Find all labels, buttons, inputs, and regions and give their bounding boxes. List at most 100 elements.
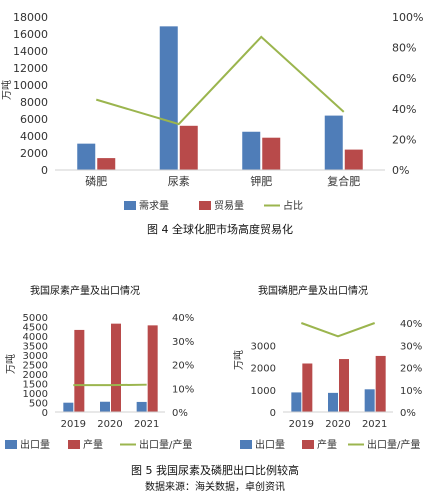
bar-产量	[339, 359, 349, 412]
x-tick-label: 2021	[134, 419, 159, 430]
bar-出口量	[328, 393, 338, 412]
y-tick-label: 4500	[23, 323, 48, 334]
bar-出口量	[365, 389, 375, 412]
x-tick-label: 2021	[362, 419, 387, 430]
y-axis-label: 万吨	[4, 354, 17, 374]
y2-tick-label: 10%	[172, 384, 194, 395]
y-tick-label: 3500	[23, 342, 48, 353]
legend-label-产量: 产量	[317, 438, 337, 451]
bar-需求量	[325, 116, 343, 170]
line-占比	[96, 37, 344, 124]
x-tick-label: 钾肥	[250, 174, 272, 188]
legend-label-占比: 占比	[283, 199, 303, 212]
legend-swatch-出口量	[5, 440, 17, 449]
legend-label-产量: 产量	[83, 438, 103, 451]
y-tick-label: 3000	[23, 351, 48, 362]
y-tick-label: 500	[29, 399, 48, 410]
figure4-caption: 图 4 全球化肥市场高度贸易化	[147, 222, 293, 236]
x-tick-label: 2020	[97, 419, 122, 430]
y-tick-label: 2000	[251, 364, 276, 375]
x-tick-label: 2019	[289, 419, 314, 430]
y-tick-label: 2000	[23, 370, 48, 381]
legend-label-出口量/产量: 出口量/产量	[367, 438, 420, 451]
y-axis-label: 万吨	[232, 350, 245, 370]
bar-出口量	[63, 403, 73, 412]
y2-tick-label: 20%	[172, 361, 194, 372]
bar-产量	[111, 324, 121, 412]
y2-tick-label: 30%	[172, 337, 194, 348]
x-tick-label: 2020	[325, 419, 350, 430]
y-tick-label: 1500	[23, 380, 48, 391]
y2-tick-label: 100%	[392, 11, 423, 24]
y2-tick-label: 40%	[172, 313, 194, 324]
legend-label-需求量: 需求量	[139, 200, 169, 212]
bar-贸易量	[180, 126, 198, 170]
legend-swatch-需求量	[124, 201, 136, 210]
y-tick-label: 4000	[23, 332, 48, 343]
bar-贸易量	[262, 138, 280, 170]
y-tick-label: 5000	[23, 313, 48, 324]
bar-产量	[148, 325, 158, 412]
y2-tick-label: 40%	[400, 319, 422, 330]
y-tick-label: 4000	[20, 130, 48, 143]
chart-title: 我国磷肥产量及出口情况	[258, 284, 368, 297]
y-tick-label: 0	[42, 408, 48, 419]
y-tick-label: 6000	[20, 113, 48, 126]
bar-需求量	[77, 144, 95, 170]
y-axis-label: 万吨	[0, 80, 13, 100]
y2-tick-label: 20%	[392, 133, 416, 146]
bar-出口量	[291, 392, 301, 412]
y-tick-label: 18000	[13, 11, 48, 24]
y-tick-label: 8000	[20, 96, 48, 109]
chart-global-fertilizer-trade: 0 2000 4000 6000 8000 10000 12000 14000 16000 180…	[0, 11, 423, 212]
y2-tick-label: 60%	[392, 72, 416, 85]
y-tick-label: 0	[270, 408, 276, 419]
y2-tick-label: 30%	[400, 341, 422, 352]
y-tick-label: 3000	[251, 341, 276, 352]
y-tick-label: 14000	[13, 45, 48, 58]
bar-产量	[376, 356, 386, 412]
x-tick-label: 复合肥	[327, 174, 360, 188]
x-tick-label: 2019	[61, 419, 86, 430]
y-tick-label: 10000	[13, 79, 48, 92]
y-tick-label: 2500	[23, 361, 48, 372]
bar-产量	[74, 330, 84, 412]
line-出口量/产量	[301, 323, 374, 336]
y2-tick-label: 10%	[400, 386, 422, 397]
chart-title: 我国尿素产量及出口情况	[30, 284, 140, 297]
legend-label-贸易量: 贸易量	[214, 200, 244, 212]
bar-贸易量	[97, 158, 115, 170]
chart-urea-production-export: 我国尿素产量及出口情况05001000150020002500300035004…	[4, 284, 194, 451]
y-tick-label: 0	[41, 164, 48, 177]
y2-tick-label: 0%	[172, 408, 188, 419]
figure5-caption: 图 5 我国尿素及磷肥出口比例较高	[131, 463, 299, 477]
y2-tick-label: 40%	[392, 103, 416, 116]
bar-产量	[302, 363, 312, 412]
legend-swatch-产量	[302, 440, 314, 449]
source-note: 数据来源：海关数据，卓创资讯	[145, 480, 285, 493]
bar-出口量	[100, 402, 110, 412]
y2-tick-label: 0%	[400, 408, 416, 419]
y-tick-label: 2000	[20, 147, 48, 160]
bar-需求量	[160, 26, 178, 170]
y-tick-label: 16000	[13, 28, 48, 41]
legend-swatch-产量	[68, 440, 80, 449]
bar-需求量	[242, 132, 260, 170]
y-tick-label: 12000	[13, 62, 48, 75]
y-tick-label: 1000	[251, 386, 276, 397]
y2-tick-label: 0%	[392, 164, 409, 177]
x-tick-label: 磷肥	[85, 175, 107, 188]
legend-label-出口量: 出口量	[20, 438, 50, 451]
legend-label-出口量/产量: 出口量/产量	[139, 438, 192, 451]
legend-swatch-出口量	[240, 440, 252, 449]
legend-label-出口量: 出口量	[255, 438, 285, 451]
y-tick-label: 1000	[23, 389, 48, 400]
legend-swatch-贸易量	[199, 201, 211, 210]
bar-贸易量	[345, 150, 363, 170]
bar-出口量	[137, 402, 147, 412]
y2-tick-label: 80%	[392, 42, 416, 55]
x-tick-label: 尿素	[168, 175, 190, 188]
chart-phosphate-production-export: 我国磷肥产量及出口情况 0 1000 2000 3000 0% 10% 20% 30% 40% 万吨…	[232, 284, 422, 451]
y2-tick-label: 20%	[400, 364, 422, 375]
